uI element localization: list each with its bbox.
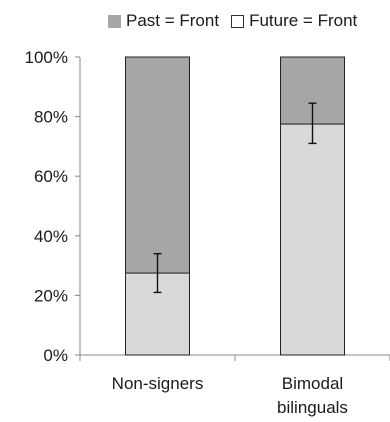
legend-label-future: Future = Front: [249, 11, 358, 30]
legend-swatch-past: [108, 14, 121, 28]
bar-past-front: [125, 56, 190, 274]
y-tick-label: 100%: [25, 48, 68, 67]
x-category-label: bilinguals: [277, 398, 348, 417]
legend-item-future: Future = Front: [231, 11, 357, 31]
y-tick-label: 40%: [34, 227, 68, 246]
y-tick-label: 20%: [34, 286, 68, 305]
bar-future-front: [280, 123, 345, 356]
legend-label-past: Past = Front: [126, 11, 220, 30]
legend-swatch-future: [231, 14, 245, 28]
legend-item-past: Past = Front: [108, 11, 219, 31]
y-tick-label: 80%: [34, 108, 68, 127]
x-category-label: Non-signers: [112, 374, 204, 393]
legend: Past = Front Future = Front: [108, 10, 369, 32]
y-tick-label: 0%: [43, 346, 68, 365]
x-category-label: Bimodal: [282, 374, 343, 393]
y-tick-label: 60%: [34, 167, 68, 186]
